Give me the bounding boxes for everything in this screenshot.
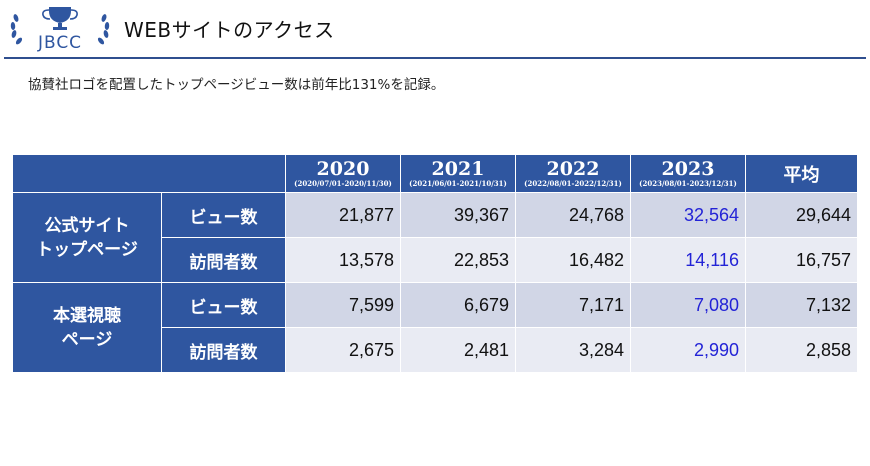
average-cell: 2,858: [745, 327, 858, 373]
value-cell: 16,482: [515, 237, 631, 283]
table-header-row: 2020 (2020/07/01-2020/11/30) 2021 (2021/…: [12, 154, 858, 193]
page-title: WEBサイトのアクセス: [124, 18, 335, 42]
year-header-2021: 2021 (2021/06/01-2021/10/31): [400, 154, 516, 193]
year-label: 2021: [431, 157, 485, 180]
table-row: 訪問者数 13,578 22,853 16,482 14,116 16,757: [13, 237, 858, 283]
average-cell: 29,644: [745, 192, 858, 238]
group-label-line: ページ: [61, 329, 113, 350]
value-cell: 2,481: [400, 327, 516, 373]
value-cell: 21,877: [285, 192, 401, 238]
value-cell: 7,171: [515, 282, 631, 328]
year-header-2023: 2023 (2023/08/01-2023/12/31): [630, 154, 746, 193]
year-label: 2022: [546, 157, 600, 180]
page-subtitle: 協賛社ロゴを配置したトップページビュー数は前年比131%を記録。: [28, 77, 445, 93]
group-label-line: トップページ: [36, 239, 138, 260]
value-cell: 22,853: [400, 237, 516, 283]
metric-label: ビュー数: [161, 192, 286, 238]
header-blank-cell: [12, 154, 286, 193]
value-cell: 7,599: [285, 282, 401, 328]
year-header-2020: 2020 (2020/07/01-2020/11/30): [285, 154, 401, 193]
value-cell-highlight: 2,990: [630, 327, 746, 373]
group-label-top-page: 公式サイト トップページ: [12, 192, 162, 283]
trophy-laurel-icon: [10, 7, 110, 45]
value-cell-highlight: 7,080: [630, 282, 746, 328]
metric-label: ビュー数: [161, 282, 286, 328]
value-cell-highlight: 14,116: [630, 237, 746, 283]
year-label: 2023: [661, 157, 715, 180]
value-cell: 13,578: [285, 237, 401, 283]
value-cell: 2,675: [285, 327, 401, 373]
year-label: 2020: [316, 157, 370, 180]
year-range: (2021/06/01-2021/10/31): [409, 178, 507, 188]
value-cell: 24,768: [515, 192, 631, 238]
value-cell: 39,367: [400, 192, 516, 238]
group-label-line: 公式サイト: [44, 215, 130, 236]
group-label-line: 本選視聴: [53, 305, 121, 326]
year-range: (2023/08/01-2023/12/31): [639, 178, 737, 188]
logo-text: JBCC: [37, 33, 83, 53]
table-row: 本選視聴 ページ ビュー数 7,599 6,679 7,171 7,080 7,…: [12, 282, 858, 373]
value-cell-highlight: 32,564: [630, 192, 746, 238]
value-cell: 6,679: [400, 282, 516, 328]
group-label-viewing-page: 本選視聴 ページ: [12, 282, 162, 373]
average-cell: 16,757: [745, 237, 858, 283]
year-range: (2022/08/01-2022/12/31): [524, 178, 622, 188]
year-header-2022: 2022 (2022/08/01-2022/12/31): [515, 154, 631, 193]
average-cell: 7,132: [745, 282, 858, 328]
year-range: (2020/07/01-2020/11/30): [294, 178, 392, 188]
title-divider: [4, 57, 866, 59]
access-stats-table: 2020 (2020/07/01-2020/11/30) 2021 (2021/…: [12, 154, 858, 373]
average-header: 平均: [745, 154, 858, 193]
metric-label: 訪問者数: [161, 327, 286, 373]
table-row: 訪問者数 2,675 2,481 3,284 2,990 2,858: [13, 327, 858, 373]
jbcc-logo: JBCC: [6, 4, 114, 56]
table-row: 公式サイト トップページ ビュー数 21,877 39,367 24,768 3…: [12, 192, 858, 283]
metric-label: 訪問者数: [161, 237, 286, 283]
value-cell: 3,284: [515, 327, 631, 373]
